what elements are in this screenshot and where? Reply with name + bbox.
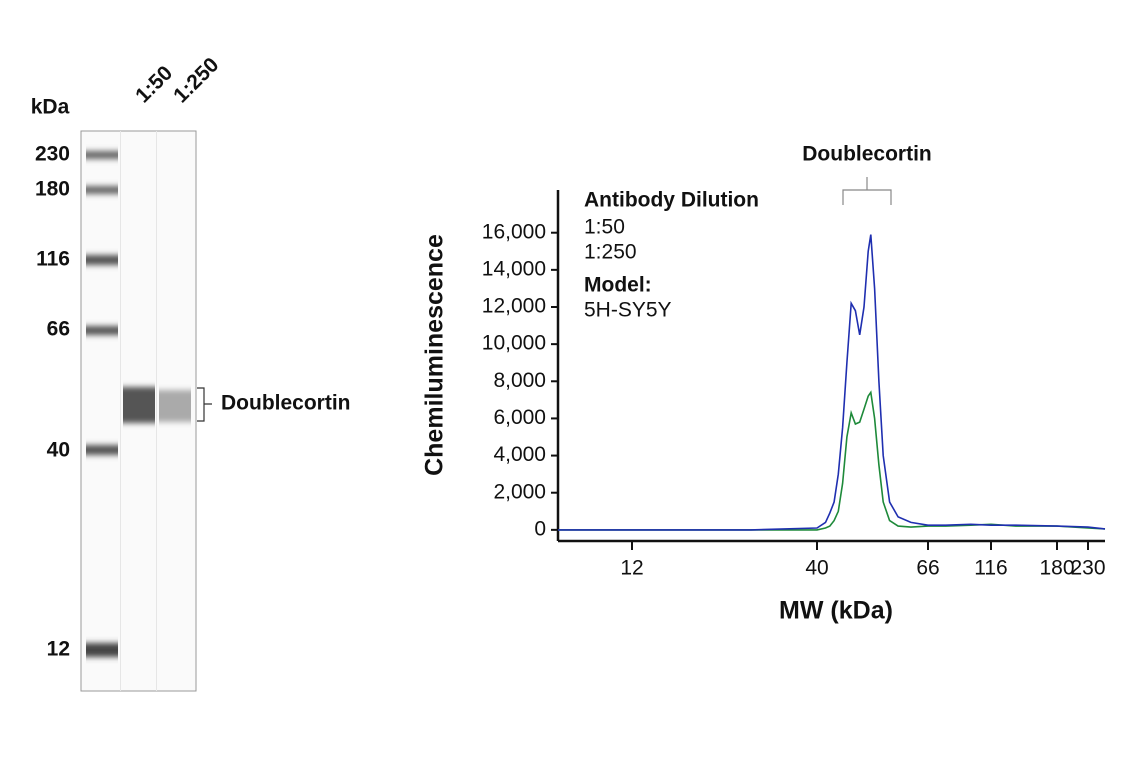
sample-band	[159, 390, 191, 422]
ladder-band	[86, 255, 118, 265]
y-axis-label: Chemiluminescence	[421, 234, 449, 476]
sample-band	[123, 387, 155, 423]
blot: kDa 1:50 1:250 230 180 116 66 40 12 Doub…	[31, 53, 351, 692]
y-tick-label: 16,000	[482, 220, 546, 243]
ladder-band	[86, 151, 118, 159]
marker-label: 66	[47, 318, 70, 341]
x-tick-label: 116	[974, 557, 1007, 580]
y-tick-label: 8,000	[493, 369, 546, 392]
band-label: Doublecortin	[221, 392, 351, 415]
chart: Doublecortin Chemiluminescence MW (kDa) …	[421, 143, 1106, 625]
model-label: Model:	[584, 274, 652, 297]
y-tick-label: 2,000	[493, 480, 546, 503]
ladder-band	[86, 643, 118, 657]
annotation: Doublecortin	[802, 143, 932, 166]
lane-label: 1:50	[131, 61, 177, 107]
ladder-band	[86, 186, 118, 194]
bands	[86, 151, 191, 657]
x-tick-label: 66	[916, 557, 939, 580]
lane-label: 1:250	[169, 53, 223, 107]
y-tick-label: 12,000	[482, 295, 546, 318]
x-axis-label: MW (kDa)	[779, 597, 893, 625]
lane-divider	[120, 131, 121, 691]
marker-label: 116	[36, 248, 70, 271]
marker-label: 230	[35, 143, 70, 166]
unit-label: kDa	[31, 96, 70, 119]
marker-label: 40	[47, 439, 70, 462]
model: 5H-SY5Y	[584, 299, 672, 322]
legend-title: Antibody Dilution	[584, 189, 759, 212]
x-tick-label: 230	[1070, 557, 1105, 580]
lane-divider	[156, 131, 157, 691]
bracket	[197, 387, 212, 422]
x-tick-label: 12	[620, 557, 643, 580]
y-tick-label: 14,000	[482, 257, 546, 280]
legend-entry: 1:250	[584, 241, 637, 264]
marker-label: 12	[47, 638, 70, 661]
y-tick-label: 10,000	[482, 332, 546, 355]
marker-label: 180	[35, 178, 70, 201]
y-tick-label: 0	[534, 517, 546, 540]
annotation-bracket	[842, 177, 892, 205]
ladder-band	[86, 445, 118, 455]
series-line	[558, 234, 1106, 531]
y-tick-label: 4,000	[493, 443, 546, 466]
x-tick-label: 40	[805, 557, 828, 580]
y-tick-label: 6,000	[493, 406, 546, 429]
x-tick-label: 180	[1039, 557, 1074, 580]
legend-entry: 1:50	[584, 216, 625, 239]
ladder-band	[86, 326, 118, 335]
